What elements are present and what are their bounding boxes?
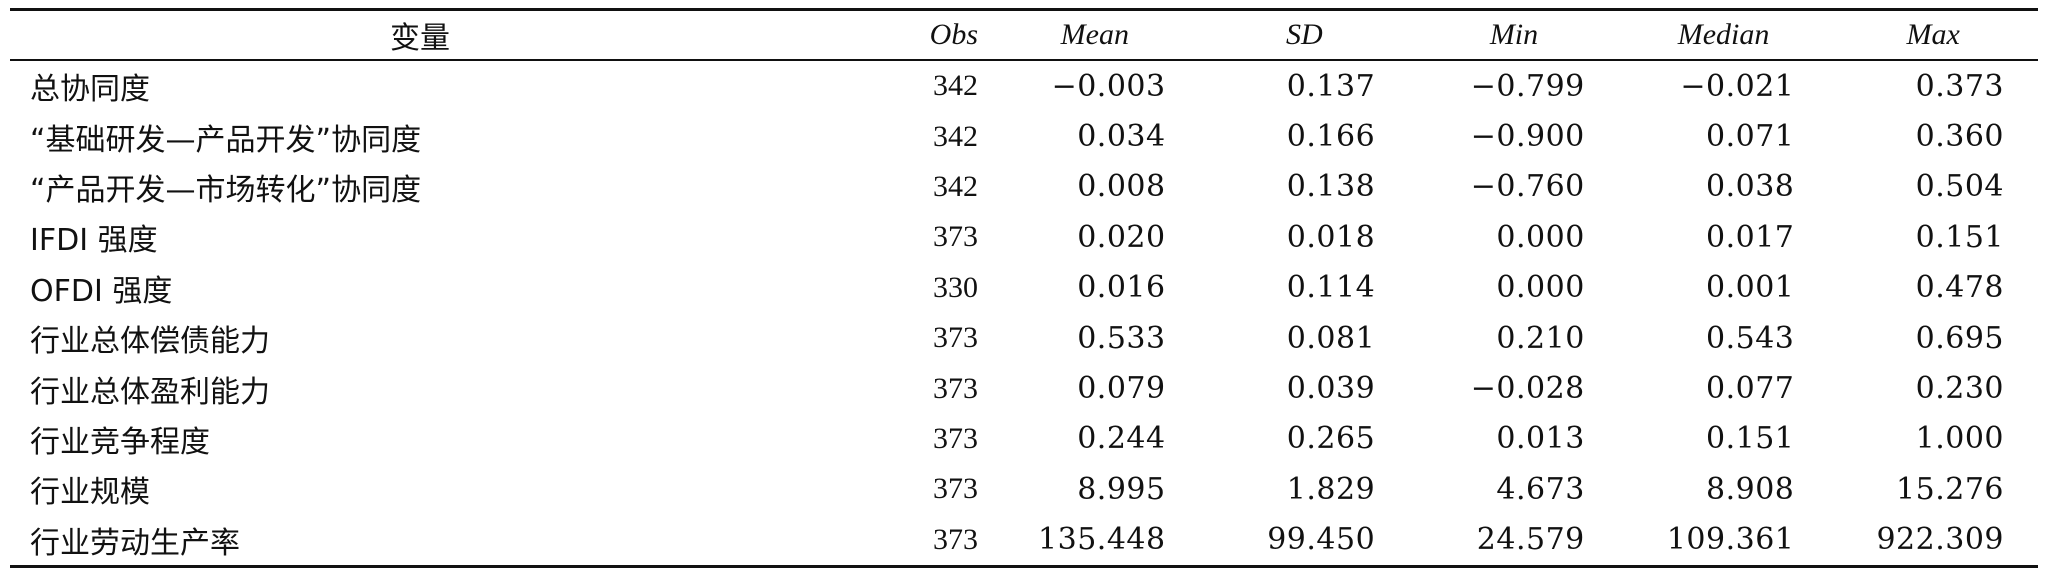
cell-max: 0.360	[1915, 119, 2004, 155]
cell-mean: 135.448	[1038, 522, 1166, 558]
table-row: IFDI 强度 373 0.020 0.018 0.000 0.017 0.151	[10, 212, 2038, 262]
cell-median: 0.071	[1705, 119, 1795, 155]
header-variable: 变量	[390, 21, 450, 56]
cell-min: 0.210	[1496, 320, 1585, 356]
cell-mean: 0.244	[1077, 421, 1166, 457]
cell-min: 0.000	[1496, 219, 1585, 255]
header-max: Max	[1906, 18, 1960, 51]
table-row: “产品开发—市场转化”协同度 342 0.008 0.138 −0.760 0.038 0.…	[10, 162, 2038, 212]
cell-obs: 373	[933, 472, 978, 506]
cell-variable: 行业竞争程度	[30, 424, 210, 460]
table-row: 行业总体偿债能力 373 0.533 0.081 0.210 0.543 0.695	[10, 313, 2038, 363]
cell-obs: 342	[933, 169, 978, 203]
cell-obs: 342	[933, 69, 978, 103]
table-body: 总协同度 342 −0.003 0.137 −0.799 −0.021 0.373 “基础研发…	[10, 60, 2038, 567]
cell-variable: 行业劳动生产率	[30, 525, 240, 561]
table-row: “基础研发—产品开发”协同度 342 0.034 0.166 −0.900 0.071 0.…	[10, 111, 2038, 161]
cell-min: 24.579	[1476, 522, 1585, 558]
table-row: 行业竞争程度 373 0.244 0.265 0.013 0.151 1.000	[10, 414, 2038, 464]
table-row: OFDI 强度 330 0.016 0.114 0.000 0.001 0.478	[10, 263, 2038, 313]
cell-variable: 行业总体偿债能力	[30, 324, 270, 360]
cell-obs: 330	[933, 270, 978, 304]
cell-mean: 0.020	[1077, 219, 1166, 255]
cell-mean: −0.003	[1051, 68, 1166, 104]
cell-max: 0.230	[1915, 371, 2004, 407]
header-median: Median	[1677, 18, 1770, 51]
cell-sd: 0.039	[1286, 371, 1376, 407]
cell-variable: 行业总体盈利能力	[30, 374, 270, 410]
cell-sd: 0.265	[1286, 421, 1376, 457]
header-min: Min	[1489, 18, 1539, 51]
cell-max: 0.373	[1915, 68, 2004, 104]
cell-max: 0.695	[1915, 320, 2004, 356]
cell-median: 0.077	[1705, 371, 1795, 407]
cell-sd: 1.829	[1286, 471, 1376, 507]
cell-sd: 0.018	[1286, 219, 1376, 255]
cell-max: 0.151	[1915, 219, 2004, 255]
cell-obs: 373	[933, 220, 978, 254]
header-obs: Obs	[929, 18, 978, 51]
cell-variable: IFDI 强度	[30, 223, 158, 259]
table-header-row: 变量 Obs Mean SD Min Median Max	[10, 9, 2038, 60]
cell-max: 0.504	[1915, 169, 2004, 205]
cell-mean: 0.034	[1077, 119, 1166, 155]
cell-min: 4.673	[1496, 471, 1585, 507]
cell-mean: 0.008	[1077, 169, 1166, 205]
cell-median: −0.021	[1680, 68, 1795, 104]
cell-obs: 342	[933, 119, 978, 153]
cell-median: 0.038	[1705, 169, 1795, 205]
cell-variable: 总协同度	[30, 72, 150, 108]
table-row: 总协同度 342 −0.003 0.137 −0.799 −0.021 0.373	[10, 60, 2038, 111]
cell-obs: 373	[933, 421, 978, 455]
header-sd: SD	[1286, 18, 1323, 51]
cell-min: 0.000	[1496, 270, 1585, 306]
cell-mean: 0.533	[1077, 320, 1166, 356]
cell-obs: 373	[933, 321, 978, 355]
cell-variable: “基础研发—产品开发”协同度	[30, 122, 422, 158]
cell-obs: 373	[933, 522, 978, 556]
cell-median: 8.908	[1705, 471, 1795, 507]
cell-median: 0.151	[1705, 421, 1795, 457]
cell-sd: 0.138	[1286, 169, 1376, 205]
table-row: 行业总体盈利能力 373 0.079 0.039 −0.028 0.077 0.230	[10, 363, 2038, 413]
cell-variable: 行业规模	[30, 475, 150, 511]
cell-mean: 8.995	[1077, 471, 1166, 507]
cell-min: −0.799	[1470, 68, 1585, 104]
cell-sd: 0.081	[1286, 320, 1376, 356]
cell-variable: OFDI 强度	[30, 273, 173, 309]
cell-sd: 0.137	[1286, 68, 1376, 104]
descriptive-statistics-table: 变量 Obs Mean SD Min Median Max 总协同度 342 −0.…	[10, 8, 2038, 568]
cell-median: 0.543	[1705, 320, 1795, 356]
cell-sd: 0.114	[1286, 270, 1376, 306]
cell-max: 15.276	[1896, 471, 2004, 507]
cell-max: 1.000	[1915, 421, 2004, 457]
cell-max: 0.478	[1915, 270, 2004, 306]
cell-sd: 99.450	[1267, 522, 1376, 558]
cell-min: −0.028	[1470, 371, 1585, 407]
cell-min: −0.760	[1470, 169, 1585, 205]
cell-median: 0.017	[1705, 219, 1795, 255]
cell-median: 109.361	[1666, 522, 1795, 558]
cell-median: 0.001	[1705, 270, 1795, 306]
table-row: 行业劳动生产率 373 135.448 99.450 24.579 109.361 922.…	[10, 515, 2038, 567]
cell-mean: 0.016	[1077, 270, 1166, 306]
table-row: 行业规模 373 8.995 1.829 4.673 8.908 15.276	[10, 464, 2038, 514]
cell-min: 0.013	[1496, 421, 1585, 457]
cell-variable: “产品开发—市场转化”协同度	[30, 172, 422, 208]
cell-obs: 373	[933, 371, 978, 405]
cell-mean: 0.079	[1077, 371, 1166, 407]
cell-min: −0.900	[1470, 119, 1585, 155]
cell-sd: 0.166	[1286, 119, 1376, 155]
cell-max: 922.309	[1876, 522, 2004, 558]
header-mean: Mean	[1060, 18, 1129, 51]
